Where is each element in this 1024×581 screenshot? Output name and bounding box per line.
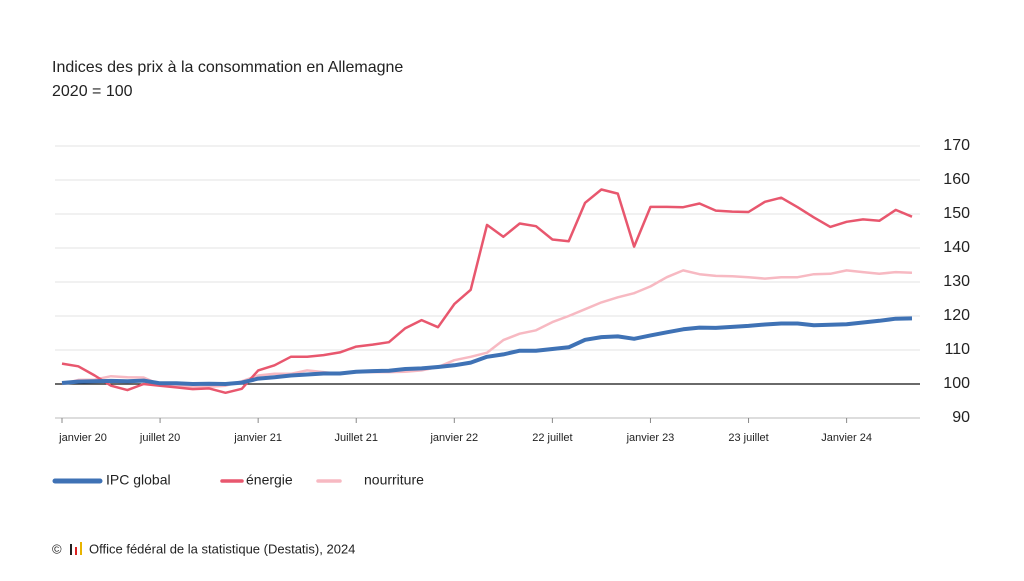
source: Office fédéral de la statistique (Destat… [89,541,355,556]
chart-subtitle: 2020 = 100 [52,83,133,100]
series-line [61,188,913,395]
x-tick-label: Janvier 24 [821,432,872,444]
copyright: © [52,541,62,556]
logo [70,542,82,555]
x-tick-label: 22 juillet [532,432,572,444]
legend-label: énergie [246,472,293,488]
x-tick-label: 23 juillet [728,432,768,444]
y-tick-label: 140 [943,239,970,256]
chart-title: Indices des prix à la consommation en Al… [52,59,403,76]
y-tick-label: 100 [943,375,970,392]
y-tick-label: 130 [943,273,970,290]
y-tick-label: 120 [943,307,970,324]
legend-label: IPC global [106,472,171,488]
y-tick-label: 170 [943,137,970,154]
x-tick-label: janvier 22 [429,432,478,444]
y-tick-label: 160 [943,171,970,188]
legend-label: nourriture [364,472,424,488]
x-tick-label: juillet 20 [139,432,180,444]
y-tick-label: 150 [943,205,970,222]
series-line [61,316,913,386]
y-tick-label: 110 [944,341,970,358]
y-tick-label: 90 [952,409,970,426]
series-line [61,269,913,389]
x-tick-label: Juillet 21 [335,432,378,444]
x-tick-label: janvier 20 [58,432,107,444]
x-tick-label: janvier 23 [626,432,675,444]
x-tick-label: janvier 21 [233,432,282,444]
